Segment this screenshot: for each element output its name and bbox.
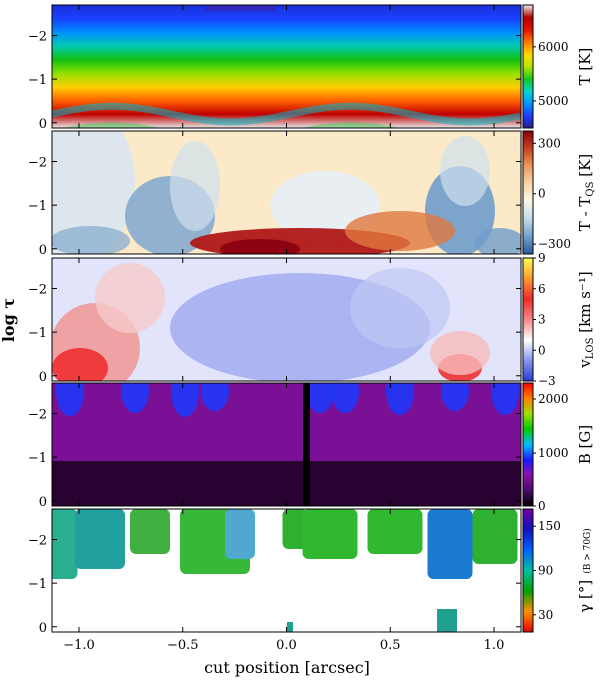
panel-temperature: 0 −1 −2: [28, 4, 522, 132]
panel-velocity: 0 −1 −2: [28, 257, 522, 385]
colorbar-tick-label: 9: [538, 251, 546, 265]
y-tick-label: −2: [28, 283, 47, 298]
heatmap-temperature-difference: [52, 131, 521, 254]
colorbar-tick-label: 5000: [538, 94, 569, 108]
heatmap-temperature: [52, 5, 521, 128]
colorbar-label-velocity: vLOS [km s⁻¹]: [576, 271, 596, 368]
y-tick-label: 0: [39, 117, 47, 132]
panel-temperature-difference: 0 −1 −2: [28, 130, 522, 258]
y-axis-label: log τ: [0, 298, 18, 342]
panel-inclination: 0 −1 −2: [28, 508, 522, 636]
colorbar-tick-label: −300: [538, 237, 571, 251]
colorbar-gradient: [522, 130, 534, 255]
panel-magnetic-field: 0 −1 −2: [28, 382, 522, 510]
colorbar-tick-label: 6000: [538, 40, 569, 54]
y-tick-label: −1: [28, 199, 47, 214]
colorbar-inclination: 30 90 150 γ [°](B > 70G): [522, 508, 594, 633]
panels: 0 −1 −2 0 −1 −2 0 −1 −2 0 −1 −2 0 −1 −2: [28, 4, 522, 636]
x-tick-label: 0.0: [276, 638, 297, 653]
colorbar-tick-label: 30: [538, 608, 553, 622]
y-tick-label: −2: [28, 156, 47, 171]
x-tick-label: 1.0: [484, 638, 505, 653]
x-axis-label: cut position [arcsec]: [204, 658, 370, 677]
y-tick-label: −2: [28, 534, 47, 549]
y-tick-label: 0: [39, 621, 47, 636]
y-tick-label: −1: [28, 73, 47, 88]
colorbar-tick-label: 300: [538, 136, 561, 150]
colorbar-gradient: [522, 4, 534, 129]
colorbar-label-temperature-difference: T - TQS [K]: [576, 154, 596, 231]
colorbar-tick-label: 0: [538, 343, 546, 357]
colorbar-tick-label: 0: [538, 187, 546, 201]
y-tick-label: 0: [39, 243, 47, 258]
colorbar-velocity: −3 0 3 6 9 vLOS [km s⁻¹]: [522, 251, 596, 388]
y-tick-label: −1: [28, 451, 47, 466]
colorbar-tick-label: 1000: [538, 446, 569, 460]
colorbar-temperature-difference: −300 0 300 T - TQS [K]: [522, 130, 596, 255]
y-tick-label: −2: [28, 408, 47, 423]
colorbar-tick-label: 2000: [538, 392, 569, 406]
x-tick-label: −0.5: [167, 638, 199, 653]
colorbar-tick-label: 6: [538, 282, 546, 296]
y-tick-label: 0: [39, 370, 47, 385]
y-tick-label: −1: [28, 326, 47, 341]
colorbar-label-temperature: T [K]: [576, 48, 594, 86]
colorbar-label-inclination: γ [°](B > 70G): [576, 528, 594, 612]
colorbar-tick-label: 3: [538, 313, 546, 327]
colorbar-tick-label: 150: [538, 519, 561, 533]
colorbar-temperature: 5000 6000 T [K]: [522, 4, 594, 129]
y-tick-label: −2: [28, 30, 47, 45]
colorbar-gradient: [522, 508, 534, 633]
heatmap-inclination: [52, 509, 521, 632]
colorbar-tick-label: 0: [538, 499, 546, 513]
colorbar-magnetic-field: 0 1000 2000 B [G]: [522, 382, 594, 513]
y-tick-label: −1: [28, 577, 47, 592]
y-tick-label: 0: [39, 495, 47, 510]
colorbar-gradient: [522, 257, 534, 382]
x-tick-label: 0.5: [380, 638, 401, 653]
x-axis: −1.0 −0.5 0.0 0.5 1.0: [63, 638, 504, 653]
heatmap-magnetic-field: [52, 383, 521, 506]
colorbar-label-magnetic-field: B [G]: [576, 425, 594, 464]
colorbar-gradient: [522, 382, 534, 507]
colorbar-tick-label: 90: [538, 564, 553, 578]
x-tick-label: −1.0: [63, 638, 95, 653]
colorbar-tick-label: −3: [538, 374, 556, 388]
heatmap-velocity: [52, 258, 521, 381]
